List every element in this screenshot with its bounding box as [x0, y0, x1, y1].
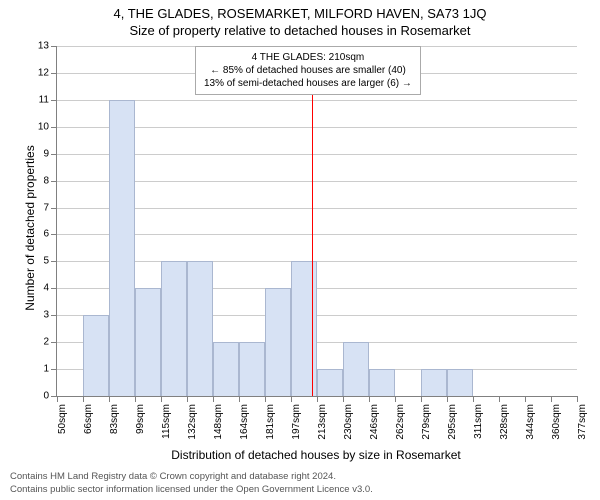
x-tick-label: 132sqm — [187, 396, 198, 440]
annotation-box: 4 THE GLADES: 210sqm ← 85% of detached h… — [195, 46, 421, 95]
gridline — [57, 100, 577, 101]
y-tick-label: 10 — [38, 121, 57, 132]
x-tick-label: 344sqm — [525, 396, 536, 440]
histogram-bar — [109, 100, 135, 396]
x-tick-label: 246sqm — [369, 396, 380, 440]
x-tick-label: 311sqm — [473, 396, 484, 439]
x-tick-label: 328sqm — [499, 396, 510, 440]
footer-attribution: Contains HM Land Registry data © Crown c… — [10, 471, 373, 496]
histogram-bar — [187, 261, 213, 396]
histogram-bar — [291, 261, 317, 396]
gridline — [57, 127, 577, 128]
histogram-bar — [369, 369, 395, 396]
histogram-bar — [161, 261, 187, 396]
histogram-bar — [265, 288, 291, 396]
x-tick-label: 115sqm — [161, 396, 172, 439]
histogram-bar — [83, 315, 109, 396]
footer-line2: Contains public sector information licen… — [10, 484, 373, 496]
x-tick-label: 50sqm — [57, 396, 68, 434]
x-tick-label: 83sqm — [109, 396, 120, 434]
y-tick-label: 3 — [43, 310, 57, 321]
histogram-bar — [135, 288, 161, 396]
chart-title-2: Size of property relative to detached ho… — [0, 21, 600, 38]
x-tick-label: 148sqm — [213, 396, 224, 440]
y-tick-label: 9 — [43, 148, 57, 159]
gridline — [57, 208, 577, 209]
x-tick-label: 262sqm — [395, 396, 406, 440]
chart-plot-area: 01234567891011121350sqm66sqm83sqm99sqm11… — [56, 46, 577, 397]
x-tick-label: 181sqm — [265, 396, 276, 440]
y-tick-label: 11 — [39, 94, 57, 105]
y-tick-label: 7 — [43, 202, 57, 213]
histogram-bar — [447, 369, 473, 396]
x-tick-label: 360sqm — [551, 396, 562, 440]
x-tick-label: 295sqm — [447, 396, 458, 440]
reference-line — [312, 46, 313, 396]
annotation-line2: ← 85% of detached houses are smaller (40… — [204, 64, 412, 77]
y-tick-label: 13 — [38, 41, 57, 52]
x-tick-label: 197sqm — [291, 396, 302, 440]
gridline — [57, 181, 577, 182]
y-axis-label: Number of detached properties — [23, 128, 37, 328]
footer-line1: Contains HM Land Registry data © Crown c… — [10, 471, 373, 483]
annotation-line1: 4 THE GLADES: 210sqm — [204, 51, 412, 64]
x-tick-label: 230sqm — [343, 396, 354, 440]
gridline — [57, 154, 577, 155]
x-tick-label: 164sqm — [239, 396, 250, 440]
y-tick-label: 12 — [38, 67, 57, 78]
gridline — [57, 261, 577, 262]
y-tick-label: 2 — [43, 337, 57, 348]
x-tick-label: 213sqm — [317, 396, 328, 440]
y-tick-label: 4 — [43, 283, 57, 294]
y-tick-label: 5 — [43, 256, 57, 267]
x-axis-label: Distribution of detached houses by size … — [166, 448, 466, 462]
x-tick-label: 99sqm — [135, 396, 146, 434]
y-tick-label: 8 — [43, 175, 57, 186]
y-tick-label: 0 — [43, 391, 57, 402]
histogram-bar — [343, 342, 369, 396]
chart-title-1: 4, THE GLADES, ROSEMARKET, MILFORD HAVEN… — [0, 0, 600, 21]
histogram-bar — [213, 342, 239, 396]
annotation-line3: 13% of semi-detached houses are larger (… — [204, 77, 412, 90]
histogram-bar — [317, 369, 343, 396]
y-tick-label: 6 — [43, 229, 57, 240]
histogram-bar — [421, 369, 447, 396]
gridline — [57, 234, 577, 235]
y-tick-label: 1 — [43, 364, 57, 375]
histogram-bar — [239, 342, 265, 396]
x-tick-label: 279sqm — [421, 396, 432, 440]
x-tick-label: 66sqm — [83, 396, 94, 434]
x-tick-label: 377sqm — [577, 396, 588, 440]
